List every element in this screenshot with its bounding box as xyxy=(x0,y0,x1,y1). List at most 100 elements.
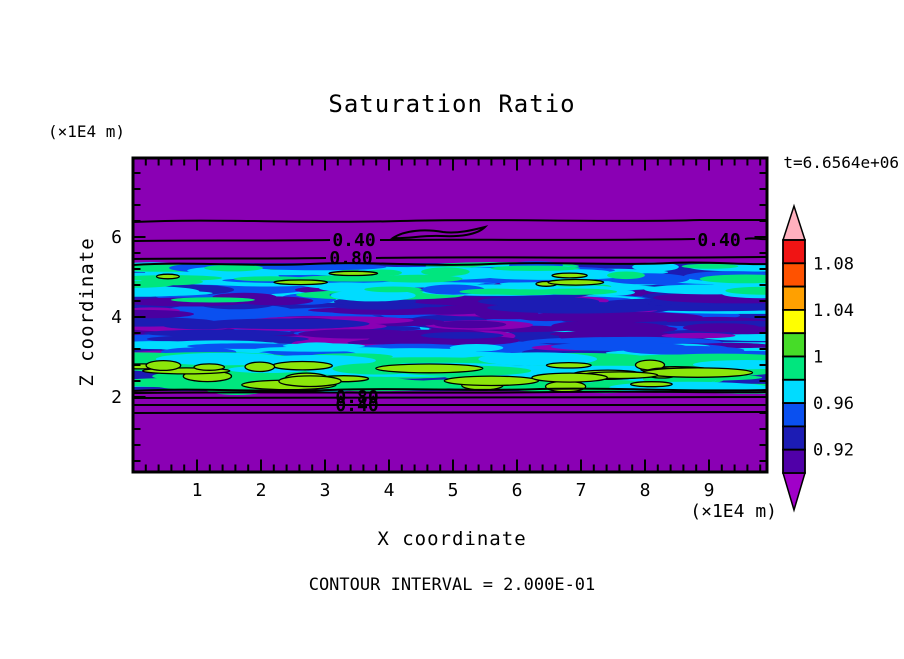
streak-bot-chartreuse xyxy=(443,375,540,387)
y-axis-title: Z coordinate xyxy=(76,237,98,386)
colorbar-segments xyxy=(782,239,806,474)
y-tick-labels: 6 4 2 xyxy=(111,227,122,408)
streak-top-green xyxy=(725,286,767,295)
upper-contour-1 xyxy=(133,219,767,223)
x-tick-label: 7 xyxy=(576,480,587,501)
streak-top-chartreuse xyxy=(273,279,329,286)
streak-mid-purple xyxy=(661,332,736,339)
streak-top-chartreuse xyxy=(328,270,379,277)
x-tick-label: 1 xyxy=(192,480,203,501)
colorbar: 1.08 1.04 1 0.96 0.92 xyxy=(781,203,854,513)
streak-mid-purple xyxy=(143,329,294,337)
streak-top-green xyxy=(139,278,203,286)
lower-contour-4 xyxy=(133,411,767,414)
contour-value-label: 0.40 xyxy=(697,230,740,251)
contour-080-left xyxy=(133,257,327,260)
streak-top-cyan xyxy=(133,290,213,297)
colorbar-segment xyxy=(782,262,806,288)
x-tick-label: 5 xyxy=(448,480,459,501)
contour-040-mid xyxy=(379,238,696,241)
streak-mid-dark xyxy=(549,331,657,338)
plot-frame xyxy=(131,156,769,474)
streak-top-green xyxy=(699,274,767,284)
contour-040-right xyxy=(744,237,767,241)
lower-contour-1 xyxy=(133,390,767,394)
streak-top-cyan xyxy=(681,263,739,269)
streak-top-green xyxy=(373,274,463,283)
x-tick-label: 4 xyxy=(384,480,395,501)
streak-bot-chartreuse xyxy=(545,361,592,369)
y-tick-label: 4 xyxy=(111,307,122,328)
y-tick-label: 6 xyxy=(111,227,122,248)
x-tick-label: 3 xyxy=(320,480,331,501)
colorbar-segment xyxy=(782,425,806,451)
streak-top-green xyxy=(480,289,569,296)
contour-label-group: 0.40 0.400.800.800.40 xyxy=(329,230,740,416)
colorbar-label: 0.96 xyxy=(813,394,854,414)
streak-bot-chartreuse xyxy=(193,363,226,371)
streak-top-green xyxy=(490,265,580,271)
streak-bot-chartreuse xyxy=(629,381,673,388)
streak-mid-dark xyxy=(582,324,678,334)
streak-top-cyan xyxy=(330,289,416,302)
colorbar-labels: 1.08 1.04 1 0.96 0.92 xyxy=(813,254,854,460)
streak-top-green xyxy=(364,286,422,293)
colorbar-segment xyxy=(782,355,806,381)
colorbar-label: 1.04 xyxy=(813,301,854,321)
streak-top-green xyxy=(421,267,470,277)
contour-squiggle xyxy=(390,225,489,240)
streak-bot-chartreuse xyxy=(531,372,608,383)
lower-contour-3 xyxy=(133,403,767,407)
streak-top-chartreuse xyxy=(547,278,605,286)
streak-bot-chartreuse xyxy=(375,363,484,374)
streak-top-cyan xyxy=(220,270,352,276)
band-top-contour xyxy=(133,261,767,266)
plot-area xyxy=(133,158,767,472)
streak-mid-dark xyxy=(393,307,490,315)
colorbar-label: 1.08 xyxy=(813,254,854,274)
colorbar-segment xyxy=(782,378,806,404)
contour-040-left xyxy=(133,239,331,242)
colorbar-segment xyxy=(782,448,806,474)
streak-mid-dark xyxy=(133,309,194,319)
colorbar-segment xyxy=(782,402,806,428)
streak-mid-dark xyxy=(199,318,370,330)
y-tick-label: 2 xyxy=(111,387,122,408)
y-axis-unit-label: (×1E4 m) xyxy=(48,122,125,141)
streak-bot-chartreuse xyxy=(271,360,333,371)
streak-bot-chartreuse xyxy=(278,375,342,388)
band-bottom-contour xyxy=(133,387,767,392)
page-title: Saturation Ratio xyxy=(328,90,575,118)
x-tick-labels: 1 2 3 4 5 6 7 8 9 xyxy=(192,480,715,501)
streak-bot-cyan xyxy=(255,346,377,352)
colorbar-segment xyxy=(782,308,806,335)
streak-mid-dark xyxy=(477,296,600,307)
x-tick-label: 9 xyxy=(704,480,715,501)
colorbar-label: 0.92 xyxy=(813,441,854,461)
streak-mid-dark xyxy=(133,317,216,327)
contour-interval-label: CONTOUR INTERVAL = 2.000E-01 xyxy=(309,575,596,595)
saturation-streaks xyxy=(133,261,767,395)
colorbar-segment xyxy=(782,285,806,311)
x-tick-label: 2 xyxy=(256,480,267,501)
x-axis-unit-label: (×1E4 m) xyxy=(690,501,777,522)
streak-bot-cyan xyxy=(449,344,504,352)
streak-top-green xyxy=(607,271,645,280)
streak-top-cyan xyxy=(484,273,619,280)
streak-top-green xyxy=(204,264,263,272)
streak-bot-chartreuse xyxy=(642,367,754,378)
streak-mid-dark xyxy=(420,332,504,339)
x-tick-label: 8 xyxy=(640,480,651,501)
x-tick-label: 6 xyxy=(512,480,523,501)
colorbar-above-range-arrow xyxy=(781,203,807,241)
lower-contour-2 xyxy=(133,396,767,399)
streak-mid-dark xyxy=(682,323,760,333)
axis-ticks xyxy=(134,159,766,471)
streak-bot-chartreuse xyxy=(244,361,276,373)
streak-top-chartreuse xyxy=(551,272,588,279)
streak-bot-chartreuse xyxy=(145,359,182,372)
streak-mid-dark xyxy=(534,311,703,323)
colorbar-segment xyxy=(782,239,806,265)
